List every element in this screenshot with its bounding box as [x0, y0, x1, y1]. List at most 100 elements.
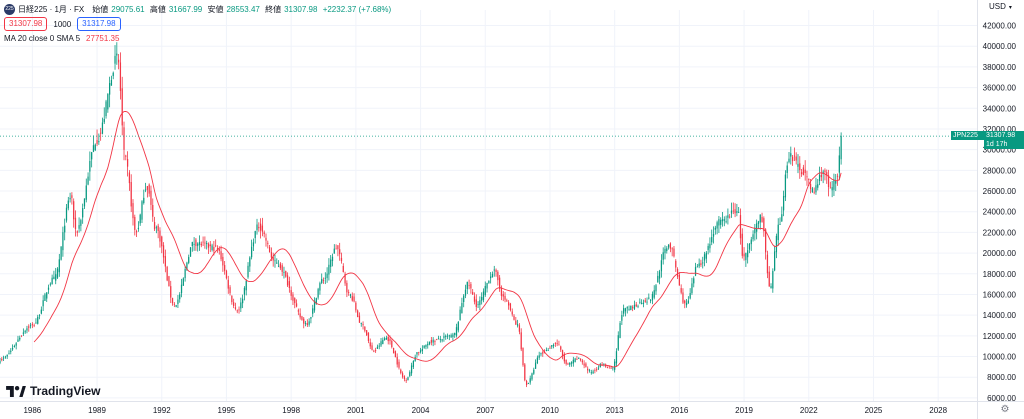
- candle[interactable]: [143, 189, 145, 205]
- candle[interactable]: [583, 360, 585, 369]
- candle[interactable]: [17, 335, 19, 342]
- candle[interactable]: [369, 338, 371, 350]
- candle[interactable]: [707, 243, 709, 255]
- candle[interactable]: [55, 267, 57, 285]
- candle[interactable]: [648, 293, 650, 300]
- candle[interactable]: [693, 276, 695, 288]
- candle[interactable]: [784, 170, 787, 202]
- candle[interactable]: [768, 266, 770, 287]
- candle[interactable]: [714, 225, 716, 235]
- candle[interactable]: [743, 247, 745, 261]
- candle[interactable]: [198, 235, 201, 251]
- candle[interactable]: [619, 321, 621, 339]
- candle[interactable]: [13, 344, 16, 348]
- candle[interactable]: [360, 322, 362, 327]
- candle[interactable]: [644, 297, 646, 303]
- candle[interactable]: [180, 278, 183, 298]
- candle[interactable]: [286, 272, 289, 288]
- candle[interactable]: [218, 246, 220, 255]
- candle[interactable]: [144, 182, 147, 193]
- candle[interactable]: [281, 263, 283, 276]
- candle[interactable]: [493, 265, 495, 277]
- candle[interactable]: [817, 178, 819, 191]
- candle[interactable]: [538, 351, 540, 360]
- candle[interactable]: [299, 308, 301, 320]
- candle[interactable]: [175, 304, 177, 308]
- candle[interactable]: [24, 329, 26, 334]
- candle[interactable]: [552, 343, 555, 349]
- candle[interactable]: [497, 270, 499, 286]
- candle[interactable]: [623, 304, 625, 317]
- candle[interactable]: [382, 337, 384, 345]
- candle[interactable]: [351, 292, 353, 302]
- candle[interactable]: [346, 280, 348, 298]
- candle[interactable]: [2, 355, 5, 361]
- candle[interactable]: [632, 305, 634, 312]
- candle[interactable]: [804, 160, 806, 181]
- candle[interactable]: [680, 284, 682, 295]
- candle[interactable]: [773, 245, 776, 272]
- candle[interactable]: [227, 275, 229, 294]
- candle[interactable]: [159, 227, 161, 248]
- candle[interactable]: [716, 220, 718, 235]
- candle[interactable]: [777, 218, 779, 247]
- candle[interactable]: [242, 294, 244, 309]
- candle[interactable]: [188, 254, 190, 265]
- candle[interactable]: [833, 173, 835, 197]
- candle[interactable]: [371, 342, 373, 351]
- candle[interactable]: [725, 215, 727, 224]
- candle[interactable]: [202, 236, 204, 247]
- candle[interactable]: [658, 269, 661, 285]
- candle[interactable]: [4, 355, 7, 359]
- candle[interactable]: [152, 198, 154, 222]
- candle[interactable]: [592, 369, 594, 374]
- candle[interactable]: [62, 226, 64, 257]
- candle[interactable]: [272, 252, 274, 267]
- candle[interactable]: [74, 210, 77, 237]
- candle[interactable]: [331, 253, 334, 267]
- candle[interactable]: [211, 243, 213, 252]
- candle[interactable]: [534, 359, 537, 369]
- candle[interactable]: [407, 376, 409, 381]
- candle[interactable]: [353, 293, 355, 303]
- candle[interactable]: [107, 93, 109, 113]
- candle[interactable]: [409, 370, 411, 378]
- candle[interactable]: [259, 218, 262, 239]
- candle[interactable]: [0, 357, 1, 365]
- candle[interactable]: [105, 99, 107, 119]
- candle[interactable]: [520, 328, 522, 352]
- candle[interactable]: [495, 268, 497, 277]
- candle[interactable]: [464, 284, 467, 299]
- tradingview-logo[interactable]: TradingView: [6, 384, 100, 398]
- candle[interactable]: [669, 242, 672, 253]
- candle[interactable]: [513, 314, 515, 321]
- candle[interactable]: [357, 309, 359, 318]
- candle[interactable]: [290, 286, 292, 301]
- candle[interactable]: [533, 367, 535, 375]
- candle[interactable]: [182, 277, 184, 286]
- candle[interactable]: [752, 230, 754, 242]
- candle[interactable]: [173, 302, 175, 308]
- candle[interactable]: [322, 277, 325, 284]
- candle[interactable]: [267, 240, 269, 249]
- price-axis[interactable]: 6000.00 8000.00 10000.00 12000.00 14000.00 16…: [983, 22, 1017, 403]
- candle[interactable]: [570, 361, 573, 367]
- candle[interactable]: [529, 375, 531, 385]
- candle[interactable]: [815, 177, 817, 195]
- candle[interactable]: [240, 297, 242, 312]
- candle[interactable]: [800, 168, 803, 177]
- candle[interactable]: [772, 268, 774, 293]
- candle[interactable]: [392, 347, 395, 354]
- candle[interactable]: [525, 379, 528, 388]
- candle[interactable]: [511, 308, 513, 317]
- candle[interactable]: [132, 199, 134, 226]
- candle[interactable]: [705, 251, 707, 264]
- candle[interactable]: [536, 355, 539, 365]
- candle[interactable]: [791, 155, 794, 166]
- candle[interactable]: [321, 273, 323, 285]
- candle[interactable]: [19, 335, 21, 342]
- candle[interactable]: [6, 354, 8, 359]
- candle[interactable]: [22, 328, 24, 336]
- candle[interactable]: [779, 217, 781, 225]
- candle[interactable]: [116, 42, 118, 65]
